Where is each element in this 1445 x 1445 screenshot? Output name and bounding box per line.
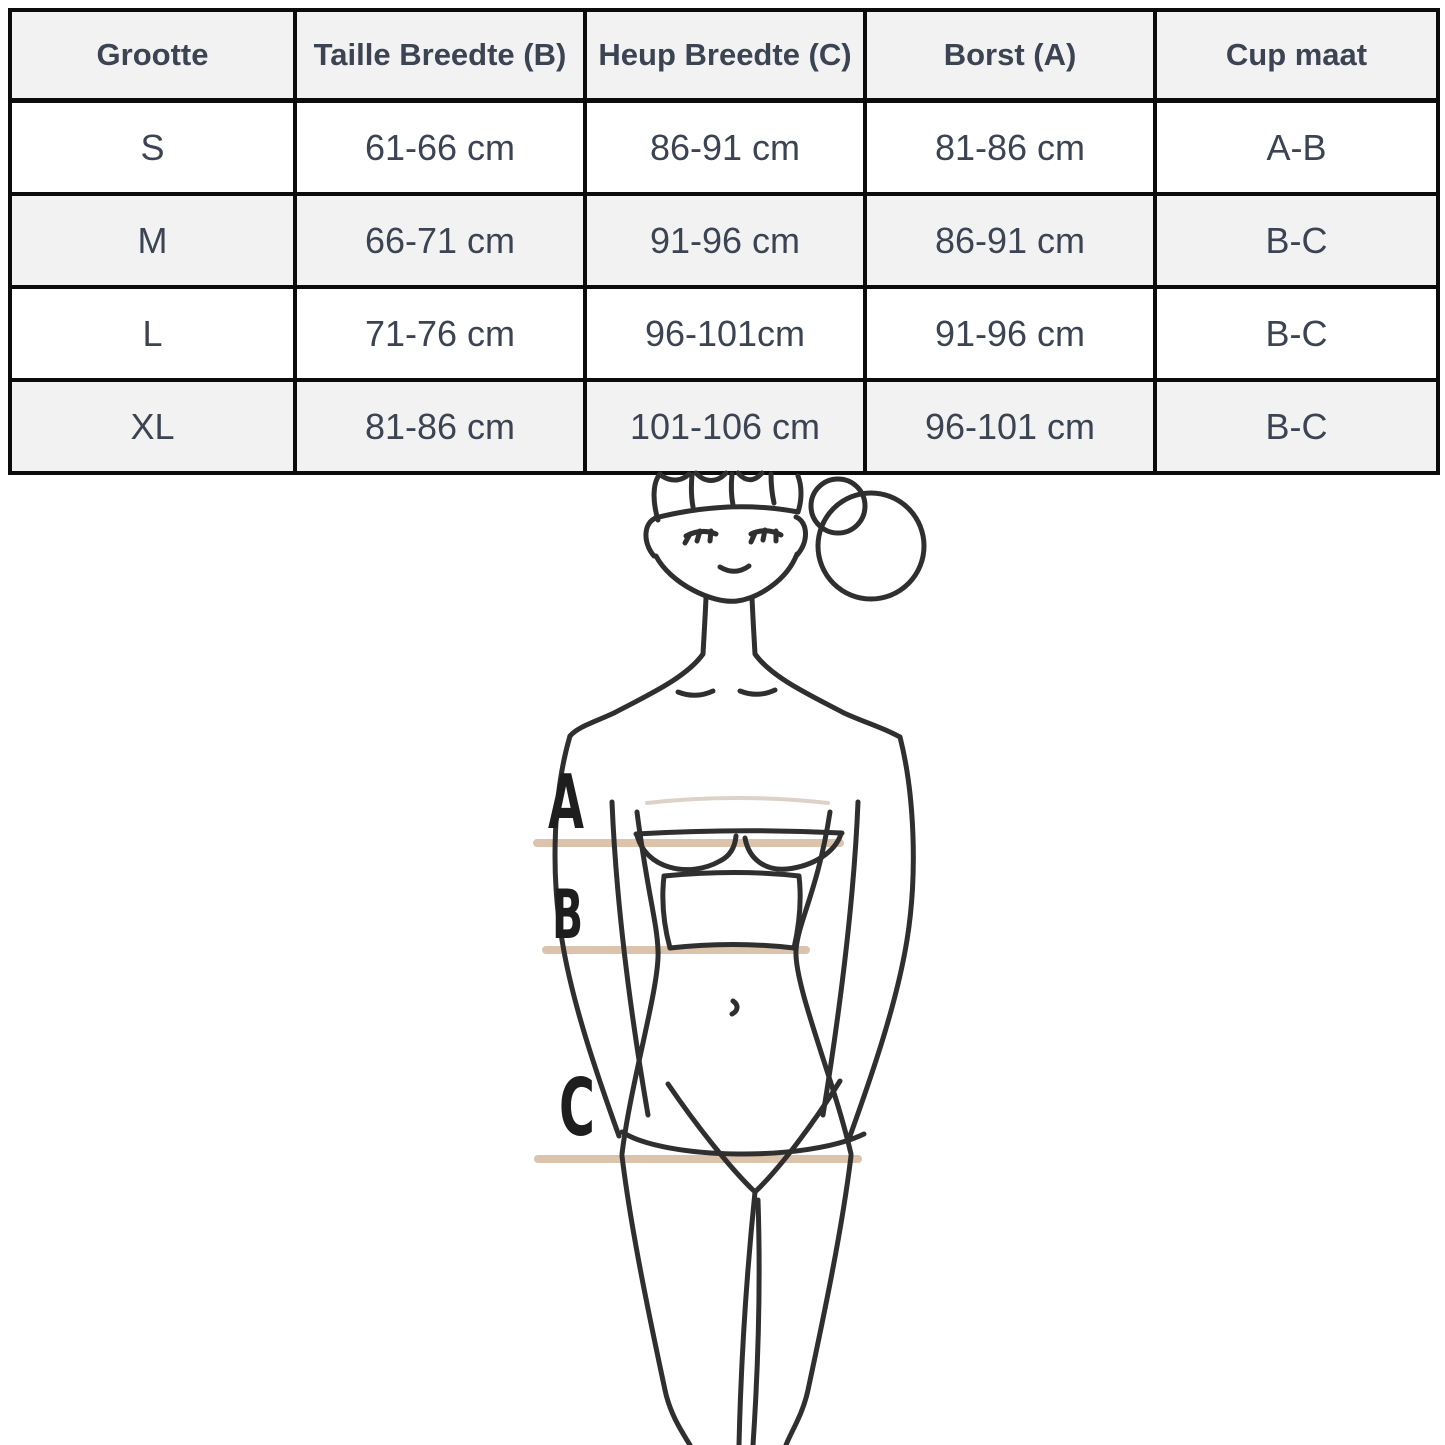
cup-cell: B-C [1155, 380, 1438, 473]
cup-cell: B-C [1155, 194, 1438, 287]
measurement-cell: 86-91 cm [585, 101, 865, 194]
right-eyelashes [748, 527, 779, 545]
column-header-cup: Cup maat [1155, 10, 1438, 101]
body-measurement-figure: A B C [490, 470, 960, 1445]
hair-arc [693, 470, 729, 483]
torso-right-side [793, 809, 854, 1157]
underbust-line [633, 828, 845, 837]
size-chart-table: Grootte Taille Breedte (B) Heup Breedte … [8, 8, 1440, 475]
hip-label-c: C [559, 1063, 595, 1154]
bikini-v-left [665, 1081, 757, 1194]
left-eyelashes [682, 528, 714, 546]
hair-arc [659, 471, 692, 483]
size-cell: S [10, 101, 295, 194]
hair-arc [735, 470, 765, 483]
cup-cell: A-B [1155, 101, 1438, 194]
measurement-cell: 61-66 cm [295, 101, 585, 194]
table-row-xl: XL 81-86 cm 101-106 cm 96-101 cm B-C [10, 380, 1438, 473]
measurement-cell: 86-91 cm [865, 194, 1155, 287]
left-arm-outer [552, 733, 622, 1139]
collarbone-right [737, 687, 778, 697]
torso-left-side [619, 809, 661, 1157]
left-ear [643, 515, 659, 559]
measurement-cell: 81-86 cm [865, 101, 1155, 194]
size-cell: M [10, 194, 295, 287]
measurement-cell: 96-101 cm [865, 380, 1155, 473]
measurement-cell: 101-106 cm [585, 380, 865, 473]
measurement-cell: 66-71 cm [295, 194, 585, 287]
face-outline [653, 551, 800, 604]
hair-strand [688, 472, 696, 510]
woman-line-art: A B C [533, 470, 927, 1445]
size-cell: XL [10, 380, 295, 473]
mouth [717, 563, 752, 574]
inner-leg-right [750, 1197, 762, 1445]
waistband-left [660, 873, 673, 951]
outer-leg-left [619, 1153, 693, 1445]
bandeau-top-line [645, 796, 830, 805]
measurement-cell: 96-101cm [585, 287, 865, 380]
bangs-edge [652, 504, 801, 521]
column-header-grootte: Grootte [10, 10, 295, 101]
bust-label-a: A [548, 758, 584, 846]
hair-bun-large [815, 490, 927, 602]
column-header-taille: Taille Breedte (B) [295, 10, 585, 101]
waistband-bottom [667, 942, 797, 951]
neck-left-shoulder [567, 595, 709, 739]
waistband-top [661, 870, 802, 879]
size-cell: L [10, 287, 295, 380]
cup-cell: B-C [1155, 287, 1438, 380]
table-row-l: L 71-76 cm 96-101cm 91-96 cm B-C [10, 287, 1438, 380]
hair-bun-small [808, 476, 868, 536]
outer-leg-right [783, 1153, 854, 1445]
waistband-right [791, 873, 803, 951]
right-arm-outer [847, 734, 916, 1139]
figure-outline [552, 470, 927, 1445]
header-row: Grootte Taille Breedte (B) Heup Breedte … [10, 10, 1438, 101]
right-breast-arc [742, 831, 844, 872]
waist-label-b: B [552, 876, 583, 955]
inner-leg-left [736, 1189, 758, 1445]
measurement-cell: 71-76 cm [295, 287, 585, 380]
hair-strand [728, 471, 736, 508]
measurement-cell: 91-96 cm [865, 287, 1155, 380]
navel [729, 998, 740, 1017]
measurement-cell: 91-96 cm [585, 194, 865, 287]
hip-curve [619, 1129, 867, 1157]
column-header-heup: Heup Breedte (C) [585, 10, 865, 101]
collarbone-left [675, 688, 716, 698]
neck-right-shoulder [749, 595, 903, 740]
hair-strand [768, 471, 777, 506]
column-header-borst: Borst (A) [865, 10, 1155, 101]
right-ear [793, 514, 808, 558]
hair-left [651, 471, 663, 523]
measurement-cell: 81-86 cm [295, 380, 585, 473]
left-arm-inner [609, 799, 651, 1118]
table-row-s: S 61-66 cm 86-91 cm 81-86 cm A-B [10, 101, 1438, 194]
bikini-v-right [753, 1078, 843, 1194]
left-breast-arc [634, 832, 739, 872]
hair-right [795, 473, 804, 515]
table-row-m: M 66-71 cm 91-96 cm 86-91 cm B-C [10, 194, 1438, 287]
